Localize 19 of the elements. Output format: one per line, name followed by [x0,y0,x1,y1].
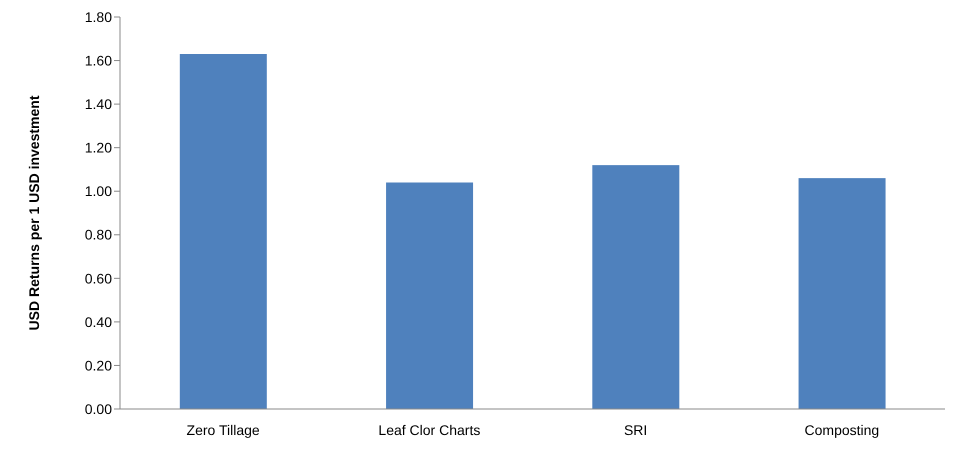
y-tick-label: 0.40 [84,314,112,330]
y-tick-label: 1.80 [84,8,112,25]
x-tick-label: Composting [804,422,880,438]
bar [386,182,474,409]
y-axis-title: USD Returns per 1 USD investment [26,95,42,330]
x-tick-label: SRI [624,422,648,438]
y-tick-label: 1.40 [84,96,112,112]
y-tick-label: 1.00 [84,183,112,200]
y-tick-label: 0.20 [84,357,112,374]
y-tick-label: 1.60 [84,52,112,69]
y-tick-label: 1.20 [84,140,112,156]
bar [180,54,267,409]
bar [798,178,886,409]
x-tick-label: Leaf Clor Charts [378,422,480,438]
x-tick-label: Zero Tillage [186,422,260,438]
y-tick-label: 0.60 [84,270,112,286]
bar [592,165,680,409]
y-tick-label: 0.00 [84,400,112,417]
y-tick-label: 0.80 [84,226,112,243]
